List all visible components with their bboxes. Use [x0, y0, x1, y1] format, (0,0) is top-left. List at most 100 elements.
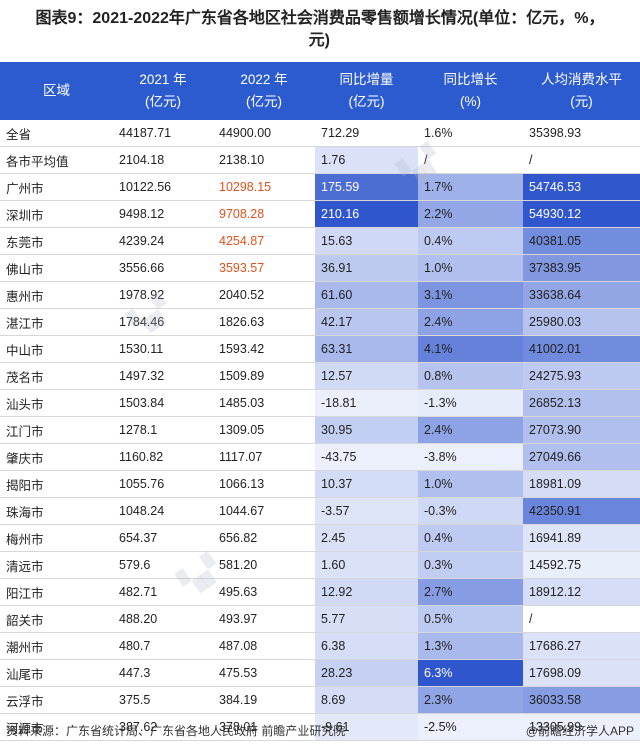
header-2021-label: 2021 年 — [139, 72, 187, 87]
value-2021-cell: 375.5 — [113, 686, 213, 714]
growth-cell: 6.3% — [418, 659, 523, 687]
per-capita-cell: 25980.03 — [523, 308, 640, 336]
header-increment: 同比增量 (亿元) — [315, 62, 418, 120]
increment-cell: -9.61 — [315, 713, 418, 741]
table-row: 茂名市 1497.32 1509.89 12.57 0.8% 24275.93 — [0, 362, 640, 390]
per-capita-cell: 24275.93 — [523, 362, 640, 390]
increment-cell: 12.92 — [315, 578, 418, 606]
value-2021-cell: 1497.32 — [113, 362, 213, 390]
brand-credit: @前瞻经济学人APP — [525, 724, 634, 738]
per-capita-cell: 36033.58 — [523, 686, 640, 714]
table-row: 佛山市 3556.66 3593.57 36.91 1.0% 37383.95 — [0, 254, 640, 282]
table-row: 汕头市 1503.84 1485.03 -18.81 -1.3% 26852.13 — [0, 389, 640, 417]
per-capita-cell: 17686.27 — [523, 632, 640, 660]
growth-cell: 1.0% — [418, 470, 523, 498]
increment-cell: 61.60 — [315, 281, 418, 309]
value-2021-cell: 447.3 — [113, 659, 213, 687]
header-2022-label: 2022 年 — [240, 72, 288, 87]
increment-cell: 30.95 — [315, 416, 418, 444]
region-cell: 深圳市 — [0, 200, 113, 228]
table-body: 全省 44187.71 44900.00 712.29 1.6% 35398.93 各市平均… — [0, 120, 640, 741]
increment-cell: 63.31 — [315, 335, 418, 363]
table-row: 中山市 1530.11 1593.42 63.31 4.1% 41002.01 — [0, 335, 640, 363]
table-row: 汕尾市 447.3 475.53 28.23 6.3% 17698.09 — [0, 659, 640, 687]
value-2021-cell: 1160.82 — [113, 443, 213, 471]
growth-cell: 0.4% — [418, 227, 523, 255]
value-2022-cell: 4254.87 — [213, 227, 315, 255]
per-capita-cell: 27073.90 — [523, 416, 640, 444]
increment-cell: 36.91 — [315, 254, 418, 282]
value-2022-cell: 495.63 — [213, 578, 315, 606]
value-2022-cell: 1066.13 — [213, 470, 315, 498]
region-cell: 肇庆市 — [0, 443, 113, 471]
value-2022-cell: 493.97 — [213, 605, 315, 633]
table-row: 广州市 10122.56 10298.15 175.59 1.7% 54746.53 — [0, 173, 640, 201]
per-capita-cell: 33638.64 — [523, 281, 640, 309]
per-capita-cell: 13305.99 — [523, 713, 640, 741]
header-2021: 2021 年 (亿元) — [113, 62, 213, 120]
region-cell: 广州市 — [0, 173, 113, 201]
value-2021-cell: 1978.92 — [113, 281, 213, 309]
per-capita-cell: 42350.91 — [523, 497, 640, 525]
value-2022-cell: 1044.67 — [213, 497, 315, 525]
region-cell: 潮州市 — [0, 632, 113, 660]
region-cell: 中山市 — [0, 335, 113, 363]
increment-cell: -18.81 — [315, 389, 418, 417]
growth-cell: 1.3% — [418, 632, 523, 660]
per-capita-cell: 26852.13 — [523, 389, 640, 417]
per-capita-cell: 37383.95 — [523, 254, 640, 282]
region-cell: 梅州市 — [0, 524, 113, 552]
per-capita-cell: 54746.53 — [523, 173, 640, 201]
growth-cell: 1.0% — [418, 254, 523, 282]
per-capita-cell: 18981.09 — [523, 470, 640, 498]
region-cell: 清远市 — [0, 551, 113, 579]
region-cell: 云浮市 — [0, 686, 113, 714]
increment-cell: 10.37 — [315, 470, 418, 498]
growth-cell: 2.3% — [418, 686, 523, 714]
growth-cell: 2.2% — [418, 200, 523, 228]
per-capita-cell: 16941.89 — [523, 524, 640, 552]
table-row: 江门市 1278.1 1309.05 30.95 2.4% 27073.90 — [0, 416, 640, 444]
table-row: 云浮市 375.5 384.19 8.69 2.3% 36033.58 — [0, 686, 640, 714]
table-row: 揭阳市 1055.76 1066.13 10.37 1.0% 18981.09 — [0, 470, 640, 498]
growth-cell: 0.4% — [418, 524, 523, 552]
region-cell: 湛江市 — [0, 308, 113, 336]
value-2022-cell: 2138.10 — [213, 146, 315, 174]
value-2021-cell: 387.62 — [113, 713, 213, 741]
value-2022-cell: 475.53 — [213, 659, 315, 687]
increment-cell: 28.23 — [315, 659, 418, 687]
growth-cell: -0.3% — [418, 497, 523, 525]
header-row: 区域 2021 年 (亿元) 2022 年 (亿元) 同比增量 (亿元) 同比增… — [0, 62, 640, 120]
header-growth-label: 同比增长 — [443, 72, 498, 87]
growth-cell: 1.6% — [418, 120, 523, 147]
value-2022-cell: 384.19 — [213, 686, 315, 714]
region-cell: 韶关市 — [0, 605, 113, 633]
per-capita-cell: 27049.66 — [523, 443, 640, 471]
header-per-capita-unit: (元) — [570, 94, 593, 109]
value-2022-cell: 10298.15 — [213, 173, 315, 201]
table-row: 湛江市 1784.46 1826.63 42.17 2.4% 25980.03 — [0, 308, 640, 336]
table-row: 清远市 579.6 581.20 1.60 0.3% 14592.75 — [0, 551, 640, 579]
value-2021-cell: 654.37 — [113, 524, 213, 552]
table-row: 各市平均值 2104.18 2138.10 1.76// — [0, 146, 640, 174]
header-increment-unit: (亿元) — [348, 94, 385, 109]
header-growth: 同比增长 (%) — [418, 62, 523, 120]
header-2022: 2022 年 (亿元) — [213, 62, 315, 120]
value-2022-cell: 9708.28 — [213, 200, 315, 228]
value-2021-cell: 482.71 — [113, 578, 213, 606]
value-2021-cell: 1530.11 — [113, 335, 213, 363]
chart-title: 图表9：2021-2022年广东省各地区社会消费品零售额增长情况(单位：亿元，%… — [0, 8, 640, 52]
value-2022-cell: 3593.57 — [213, 254, 315, 282]
increment-cell: 42.17 — [315, 308, 418, 336]
per-capita-cell: / — [523, 146, 640, 174]
value-2021-cell: 579.6 — [113, 551, 213, 579]
per-capita-cell: / — [523, 605, 640, 633]
table-row: 梅州市 654.37 656.82 2.45 0.4% 16941.89 — [0, 524, 640, 552]
value-2021-cell: 1048.24 — [113, 497, 213, 525]
region-cell: 茂名市 — [0, 362, 113, 390]
increment-cell: -3.57 — [315, 497, 418, 525]
region-cell: 河源市 — [0, 713, 113, 741]
growth-cell: 3.1% — [418, 281, 523, 309]
increment-cell: 15.63 — [315, 227, 418, 255]
per-capita-cell: 40381.05 — [523, 227, 640, 255]
